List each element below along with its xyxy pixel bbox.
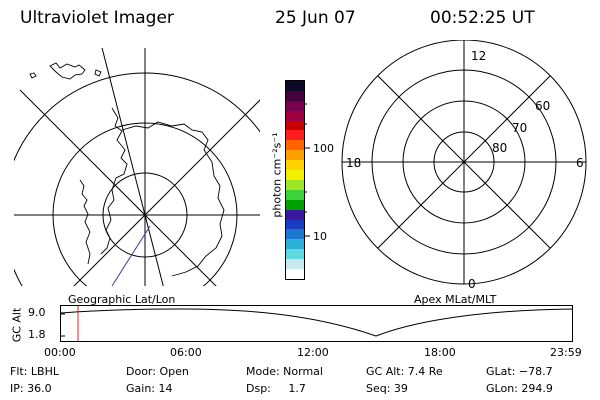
mlt-label-6: 6 xyxy=(576,156,584,170)
magnetic-dial: 12 18 6 0 60 70 80 xyxy=(341,40,587,291)
colorbar-tick-10: 10 xyxy=(313,230,327,243)
status-door: Door: Open xyxy=(126,365,189,378)
mlt-label-18: 18 xyxy=(346,156,361,170)
observation-date: 25 Jun 07 xyxy=(275,8,356,28)
status-glat: GLat: −78.7 xyxy=(486,365,553,378)
status-seq: Seq: 39 xyxy=(366,382,408,395)
colorbar-tick-100: 100 xyxy=(313,142,334,155)
xtick-1800: 18:00 xyxy=(424,346,456,359)
colorbar-swatch xyxy=(286,170,304,180)
geographic-map xyxy=(14,48,260,287)
status-mode: Mode: Normal xyxy=(246,365,323,378)
colorbar-swatch xyxy=(286,110,304,121)
altitude-ytick-high: 9.0 xyxy=(28,306,46,319)
xtick-0600: 06:00 xyxy=(170,346,202,359)
status-ip: IP: 36.0 xyxy=(10,382,52,395)
colorbar-swatch xyxy=(286,120,304,131)
colorbar-swatch xyxy=(286,269,304,279)
colorbar-swatch xyxy=(286,150,304,161)
mlt-label-12: 12 xyxy=(471,49,486,63)
xtick-1200: 12:00 xyxy=(297,346,329,359)
mlt-label-0: 0 xyxy=(468,277,476,291)
status-gcalt: GC Alt: 7.4 Re xyxy=(366,365,443,378)
satellite-track xyxy=(111,225,151,287)
coastline xyxy=(49,62,86,80)
coastline xyxy=(121,121,225,277)
colorbar-swatch xyxy=(286,100,304,111)
colorbar-swatch xyxy=(286,199,304,210)
colorbar-unit-label: photon cm⁻²s⁻¹ xyxy=(270,132,284,218)
right-panel-label: Apex MLat/MLT xyxy=(414,293,497,306)
status-dsp: Dsp: 1.7 xyxy=(246,382,306,395)
altitude-plot xyxy=(60,305,573,342)
colorbar-swatch xyxy=(286,189,304,200)
mlat-label-80: 80 xyxy=(492,141,507,155)
altitude-curve xyxy=(60,308,573,337)
altitude-ylabel: GC Alt xyxy=(10,307,24,343)
altitude-ytick-low: 1.8 xyxy=(28,328,46,341)
colorbar-swatch xyxy=(286,209,304,220)
colorbar-swatch xyxy=(286,259,304,270)
left-panel-label: Geographic Lat/Lon xyxy=(68,293,176,306)
xtick-2359: 23:59 xyxy=(550,346,582,359)
mlat-label-70: 70 xyxy=(512,121,527,135)
colorbar-swatch xyxy=(286,179,304,190)
colorbar-swatch xyxy=(286,249,304,260)
status-flt: Flt: LBHL xyxy=(10,365,59,378)
mlt-line xyxy=(377,75,551,249)
status-gain: Gain: 14 xyxy=(126,382,173,395)
colorbar-swatch xyxy=(286,160,304,171)
colorbar-swatch xyxy=(286,219,304,230)
colorbar-swatch xyxy=(286,229,304,240)
status-glon: GLon: 294.9 xyxy=(486,382,553,395)
meridian-line xyxy=(101,48,164,286)
xtick-0000: 00:00 xyxy=(44,346,76,359)
colorbar-swatch xyxy=(286,130,304,141)
colorbar xyxy=(285,80,305,280)
instrument-title: Ultraviolet Imager xyxy=(20,8,174,28)
observation-time: 00:52:25 UT xyxy=(430,8,535,28)
coastline xyxy=(79,179,91,265)
colorbar-swatch xyxy=(286,239,304,250)
colorbar-swatch xyxy=(286,140,304,151)
colorbar-swatch xyxy=(286,80,304,91)
coastline xyxy=(29,69,102,79)
colorbar-ticks xyxy=(304,103,310,237)
mlat-label-60: 60 xyxy=(535,99,550,113)
colorbar-swatch xyxy=(286,90,304,101)
coastline xyxy=(100,107,128,255)
